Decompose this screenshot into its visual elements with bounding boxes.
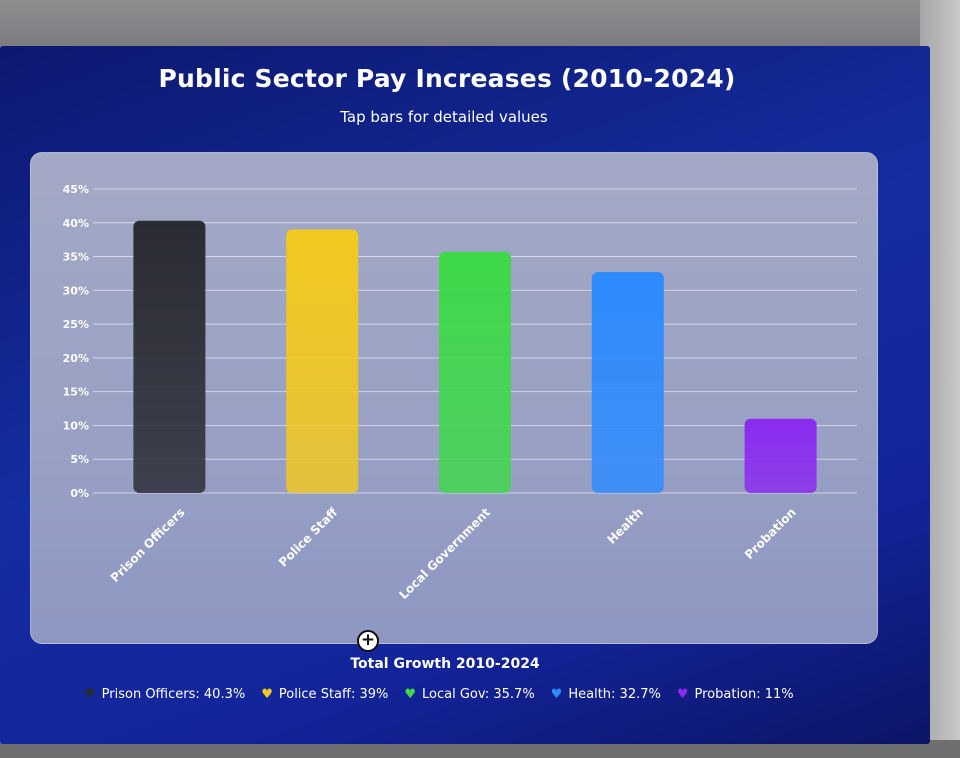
legend-label: Local Gov: 35.7% — [422, 686, 535, 702]
y-tick-label: 35% — [63, 251, 89, 264]
y-tick-label: 45% — [63, 183, 89, 196]
chart-card: 0% 5% 10% 15% 20% 25% 30% 35% 40% 45% Prison Offic… — [30, 152, 878, 644]
x-tick-label: Prison Officers — [108, 505, 188, 585]
bar-chart: 0% 5% 10% 15% 20% 25% 30% 35% 40% 45% Prison Offic… — [63, 183, 857, 602]
x-tick-label: Probation — [742, 505, 799, 562]
yellow-heart-icon: ♥ — [261, 686, 273, 702]
legend-label: Police Staff: 39% — [278, 686, 389, 702]
bar-health[interactable] — [591, 272, 664, 493]
y-tick-label: 20% — [63, 352, 89, 365]
y-tick-label: 40% — [63, 217, 89, 230]
y-tick-label: 10% — [63, 419, 89, 432]
zoom-in-cursor-icon: + — [357, 630, 379, 652]
bar-local-government[interactable] — [439, 251, 511, 493]
legend-label: Health: 32.7% — [568, 686, 661, 702]
blue-heart-icon: ♥ — [550, 686, 563, 702]
y-tick-label: 25% — [63, 318, 89, 331]
chart-subtitle: Tap bars for detailed values — [340, 108, 548, 126]
y-tick-label: 5% — [70, 453, 89, 466]
chart-title: Public Sector Pay Increases (2010-2024) — [158, 64, 736, 93]
x-tick-label: Police Staff — [276, 505, 340, 569]
desk-background-bottom — [0, 740, 960, 758]
legend-item-probation: ♥ Probation: 11% — [677, 687, 794, 702]
legend-item-prison-officers: ♥ Prison Officers: 40.3% — [84, 687, 245, 702]
desk-background-top — [0, 0, 960, 52]
bar-police-staff[interactable] — [286, 229, 359, 493]
green-heart-icon: ♥ — [404, 686, 417, 702]
legend-item-health: ♥ Health: 32.7% — [551, 687, 661, 702]
legend-item-police-staff: ♥ Police Staff: 39% — [261, 687, 388, 702]
y-tick-label: 15% — [63, 386, 89, 399]
black-heart-icon: ♥ — [84, 686, 96, 702]
legend: ♥ Prison Officers: 40.3% ♥ Police Staff:… — [84, 683, 824, 705]
y-tick-label: 0% — [70, 487, 89, 500]
x-tick-label: Health — [604, 505, 645, 546]
legend-label: Prison Officers: 40.3% — [101, 686, 246, 702]
x-tick-label: Local Government — [396, 505, 493, 602]
y-tick-label: 30% — [63, 284, 89, 297]
bar-prison-officers[interactable] — [133, 220, 206, 494]
purple-heart-icon: ♥ — [676, 686, 689, 702]
bar-probation[interactable] — [744, 418, 817, 493]
legend-item-local-gov: ♥ Local Gov: 35.7% — [404, 687, 534, 702]
legend-title: Total Growth 2010-2024 — [350, 656, 540, 672]
legend-label: Probation: 11% — [694, 686, 794, 702]
